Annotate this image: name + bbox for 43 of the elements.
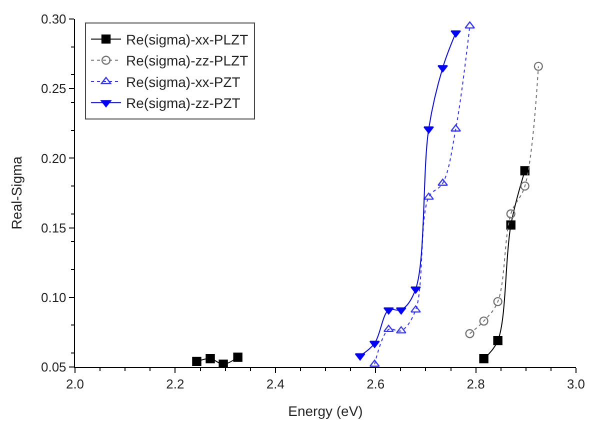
legend-label: Re(sigma)-zz-PLZT bbox=[126, 52, 249, 69]
x-tick-label: 3.0 bbox=[566, 376, 586, 392]
point bbox=[520, 181, 530, 191]
x-tick-label: 2.4 bbox=[266, 376, 284, 392]
y-tick-label: 0.30 bbox=[40, 12, 66, 27]
point bbox=[534, 62, 544, 71]
point bbox=[506, 220, 516, 230]
point bbox=[218, 360, 228, 367]
legend-label: Re(sigma)-xx-PZT bbox=[126, 74, 241, 90]
point bbox=[479, 316, 488, 326]
point bbox=[192, 356, 202, 366]
x-tick-label: 2.6 bbox=[366, 376, 385, 392]
point bbox=[450, 124, 461, 132]
x-tick-label: 2.2 bbox=[166, 376, 184, 392]
point bbox=[438, 65, 448, 72]
y-tick-label: 0.15 bbox=[40, 220, 66, 236]
point bbox=[493, 336, 502, 346]
point bbox=[465, 328, 474, 338]
point bbox=[383, 324, 394, 332]
point bbox=[450, 30, 461, 38]
point bbox=[206, 354, 215, 364]
x-tick-label: 2.8 bbox=[466, 376, 485, 392]
point bbox=[520, 166, 530, 176]
point bbox=[410, 286, 421, 294]
y-tick-label: 0.10 bbox=[40, 290, 66, 305]
x-axis-title: Energy (eV) bbox=[288, 403, 363, 419]
y-tick-label: 0.05 bbox=[40, 360, 66, 375]
y-tick-label: 0.25 bbox=[40, 81, 66, 96]
point bbox=[396, 307, 406, 315]
legend-label: Re(sigma)-xx-PLZT bbox=[126, 32, 249, 48]
point bbox=[233, 352, 242, 362]
y-tick-label: 0.20 bbox=[40, 150, 66, 166]
point bbox=[423, 126, 434, 134]
point bbox=[464, 21, 476, 29]
x-tick-label: 2.0 bbox=[66, 376, 84, 392]
y-axis-title: Real-Sigma bbox=[8, 156, 25, 230]
point bbox=[438, 178, 448, 186]
point bbox=[479, 354, 488, 364]
point bbox=[383, 307, 394, 315]
legend-label: Re(sigma)-zz-PZT bbox=[126, 95, 241, 112]
point bbox=[410, 305, 421, 313]
point bbox=[493, 296, 502, 306]
point bbox=[506, 209, 516, 218]
